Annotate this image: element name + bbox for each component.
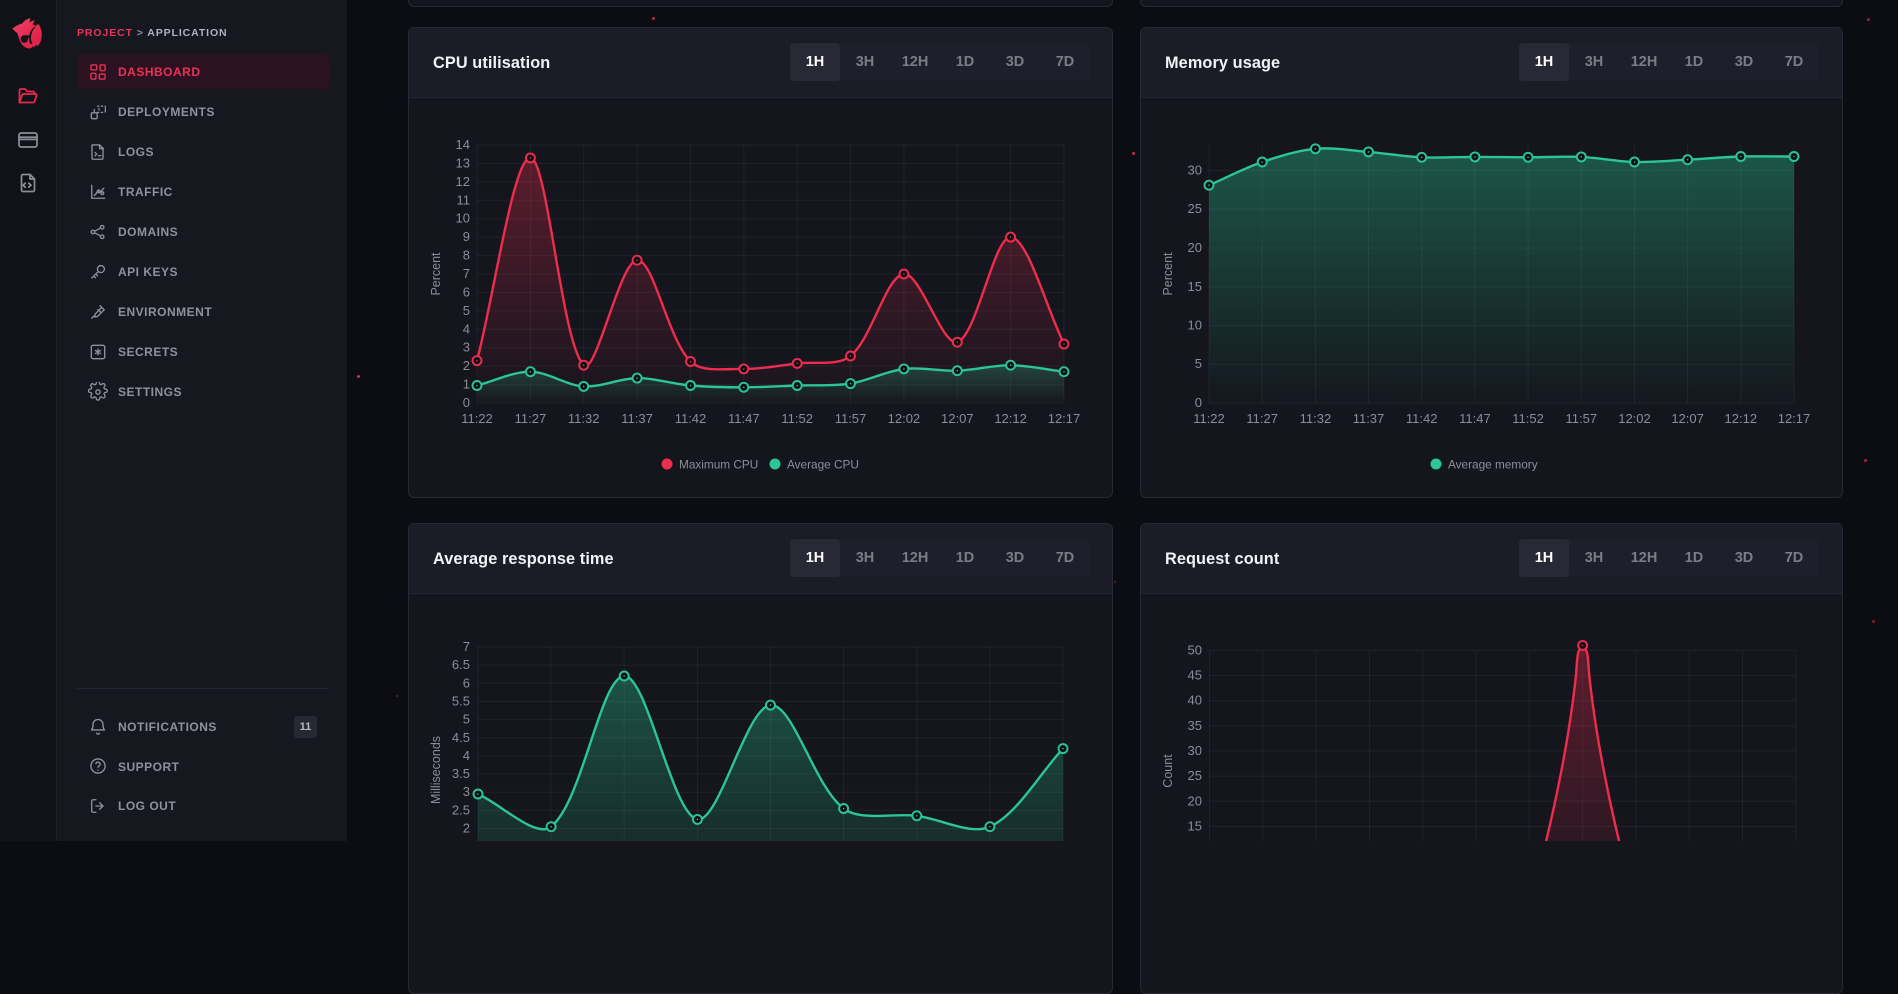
svg-text:13: 13: [456, 155, 470, 170]
svg-text:Percent: Percent: [429, 252, 443, 296]
svg-text:5: 5: [463, 303, 470, 318]
svg-text:11:32: 11:32: [1300, 411, 1332, 426]
svg-text:12:17: 12:17: [1778, 411, 1811, 426]
svg-text:14: 14: [456, 137, 470, 152]
svg-text:6: 6: [463, 284, 470, 299]
svg-text:Count: Count: [1161, 754, 1175, 788]
svg-text:1: 1: [463, 377, 470, 392]
svg-text:11: 11: [457, 192, 471, 207]
svg-text:11:47: 11:47: [1459, 411, 1491, 426]
svg-text:15: 15: [1188, 279, 1202, 294]
svg-text:11:37: 11:37: [1353, 411, 1385, 426]
svg-text:Milliseconds: Milliseconds: [429, 736, 443, 804]
svg-text:11:37: 11:37: [621, 411, 653, 426]
svg-text:11:22: 11:22: [1193, 411, 1225, 426]
svg-text:15: 15: [1188, 819, 1202, 834]
svg-text:11:27: 11:27: [1246, 411, 1278, 426]
svg-text:12:12: 12:12: [994, 411, 1027, 426]
svg-text:12:07: 12:07: [1671, 411, 1704, 426]
svg-text:7: 7: [463, 266, 470, 281]
svg-text:11:47: 11:47: [728, 411, 760, 426]
svg-text:10: 10: [456, 211, 470, 226]
svg-text:30: 30: [1188, 743, 1202, 758]
svg-text:35: 35: [1188, 718, 1202, 733]
svg-text:11:22: 11:22: [461, 411, 493, 426]
svg-text:3.5: 3.5: [452, 766, 470, 781]
svg-text:12:02: 12:02: [888, 411, 921, 426]
svg-text:11:52: 11:52: [781, 411, 813, 426]
svg-text:50: 50: [1188, 642, 1202, 657]
svg-text:3: 3: [463, 340, 470, 355]
svg-text:4: 4: [463, 321, 470, 336]
svg-text:7: 7: [463, 639, 470, 654]
svg-text:4: 4: [463, 748, 470, 763]
svg-text:11:27: 11:27: [515, 411, 547, 426]
svg-text:11:42: 11:42: [1406, 411, 1438, 426]
svg-text:Average CPU: Average CPU: [787, 458, 859, 472]
svg-text:2: 2: [463, 358, 470, 373]
svg-text:11:42: 11:42: [675, 411, 707, 426]
svg-text:45: 45: [1188, 668, 1202, 683]
svg-text:25: 25: [1188, 201, 1202, 216]
svg-text:8: 8: [463, 248, 470, 263]
svg-text:6: 6: [463, 675, 470, 690]
svg-text:11:57: 11:57: [1566, 411, 1598, 426]
svg-text:Percent: Percent: [1161, 252, 1175, 296]
svg-text:2: 2: [463, 821, 470, 836]
svg-text:40: 40: [1188, 693, 1202, 708]
svg-text:12:17: 12:17: [1048, 411, 1081, 426]
svg-text:12: 12: [456, 174, 470, 189]
svg-text:10: 10: [1188, 318, 1202, 333]
svg-text:4.5: 4.5: [452, 730, 470, 745]
svg-text:0: 0: [1195, 395, 1202, 410]
svg-text:11:57: 11:57: [835, 411, 867, 426]
svg-text:5.5: 5.5: [452, 694, 470, 709]
svg-text:30: 30: [1188, 163, 1202, 178]
svg-text:0: 0: [463, 395, 470, 410]
svg-text:20: 20: [1188, 793, 1202, 808]
svg-text:5: 5: [1195, 356, 1202, 371]
svg-text:25: 25: [1188, 768, 1202, 783]
svg-text:3: 3: [463, 784, 470, 799]
svg-text:2.5: 2.5: [452, 802, 470, 817]
svg-text:5: 5: [463, 712, 470, 727]
svg-text:Maximum CPU: Maximum CPU: [679, 458, 758, 472]
svg-text:20: 20: [1188, 240, 1202, 255]
svg-text:12:07: 12:07: [941, 411, 974, 426]
svg-text:12:02: 12:02: [1618, 411, 1651, 426]
svg-text:11:52: 11:52: [1512, 411, 1544, 426]
svg-text:Average memory: Average memory: [1448, 458, 1538, 472]
svg-text:6.5: 6.5: [452, 657, 470, 672]
svg-text:12:12: 12:12: [1725, 411, 1758, 426]
svg-text:9: 9: [463, 229, 470, 244]
svg-text:11:32: 11:32: [568, 411, 600, 426]
